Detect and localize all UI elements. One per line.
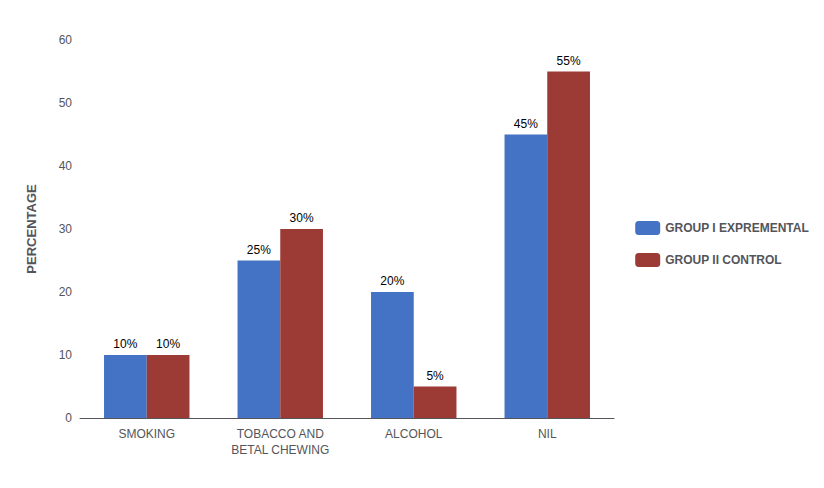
svg-text:55%: 55%: [557, 54, 581, 68]
svg-text:45%: 45%: [514, 117, 538, 131]
svg-text:60: 60: [59, 33, 73, 47]
svg-text:NIL: NIL: [538, 427, 557, 441]
svg-text:30%: 30%: [290, 211, 314, 225]
svg-text:SMOKING: SMOKING: [118, 427, 175, 441]
svg-text:40: 40: [59, 159, 73, 173]
svg-text:TOBACCO AND: TOBACCO AND: [237, 427, 324, 441]
svg-text:50: 50: [59, 96, 73, 110]
svg-text:20%: 20%: [380, 274, 404, 288]
svg-text:25%: 25%: [247, 243, 271, 257]
svg-text:20: 20: [59, 285, 73, 299]
svg-text:ALCOHOL: ALCOHOL: [385, 427, 443, 441]
svg-text:10%: 10%: [113, 337, 137, 351]
svg-text:5%: 5%: [426, 369, 444, 383]
svg-text:BETAL CHEWING: BETAL CHEWING: [231, 443, 329, 457]
svg-text:10: 10: [59, 348, 73, 362]
svg-text:GROUP II CONTROL: GROUP II CONTROL: [665, 253, 781, 267]
svg-text:30: 30: [59, 222, 73, 236]
svg-text:PERCENTAGE: PERCENTAGE: [24, 184, 39, 274]
svg-text:GROUP I EXPREMENTAL: GROUP I EXPREMENTAL: [665, 221, 809, 235]
svg-text:10%: 10%: [156, 337, 180, 351]
svg-text:0: 0: [65, 411, 72, 425]
